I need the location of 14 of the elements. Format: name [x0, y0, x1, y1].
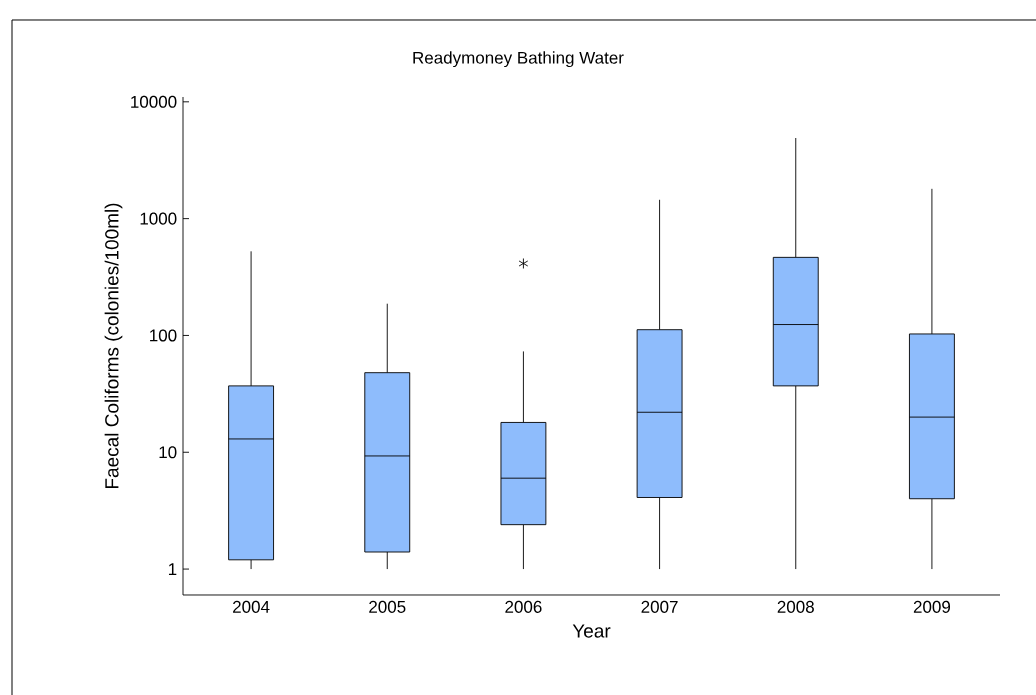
- x-tick-label: 2009: [913, 600, 951, 613]
- y-tick-label: 1000: [140, 212, 177, 225]
- x-tick-label: 2005: [369, 600, 406, 613]
- x-tick-label: 2006: [505, 600, 542, 613]
- x-tick-label: 2004: [233, 600, 270, 613]
- y-tick-label: 100: [150, 329, 177, 342]
- y-tick-label: 10000: [131, 95, 177, 108]
- y-axis-title: Faecal Coliforms (colonies/100ml): [104, 203, 123, 489]
- chart-title: Readymoney Bathing Water: [413, 51, 624, 68]
- y-tick-label: 1: [168, 563, 177, 575]
- x-axis-title: Year: [572, 624, 611, 638]
- x-tick-label: 2007: [641, 600, 678, 613]
- y-tick-label: 10: [159, 446, 177, 459]
- x-tick-label: 2008: [777, 600, 814, 613]
